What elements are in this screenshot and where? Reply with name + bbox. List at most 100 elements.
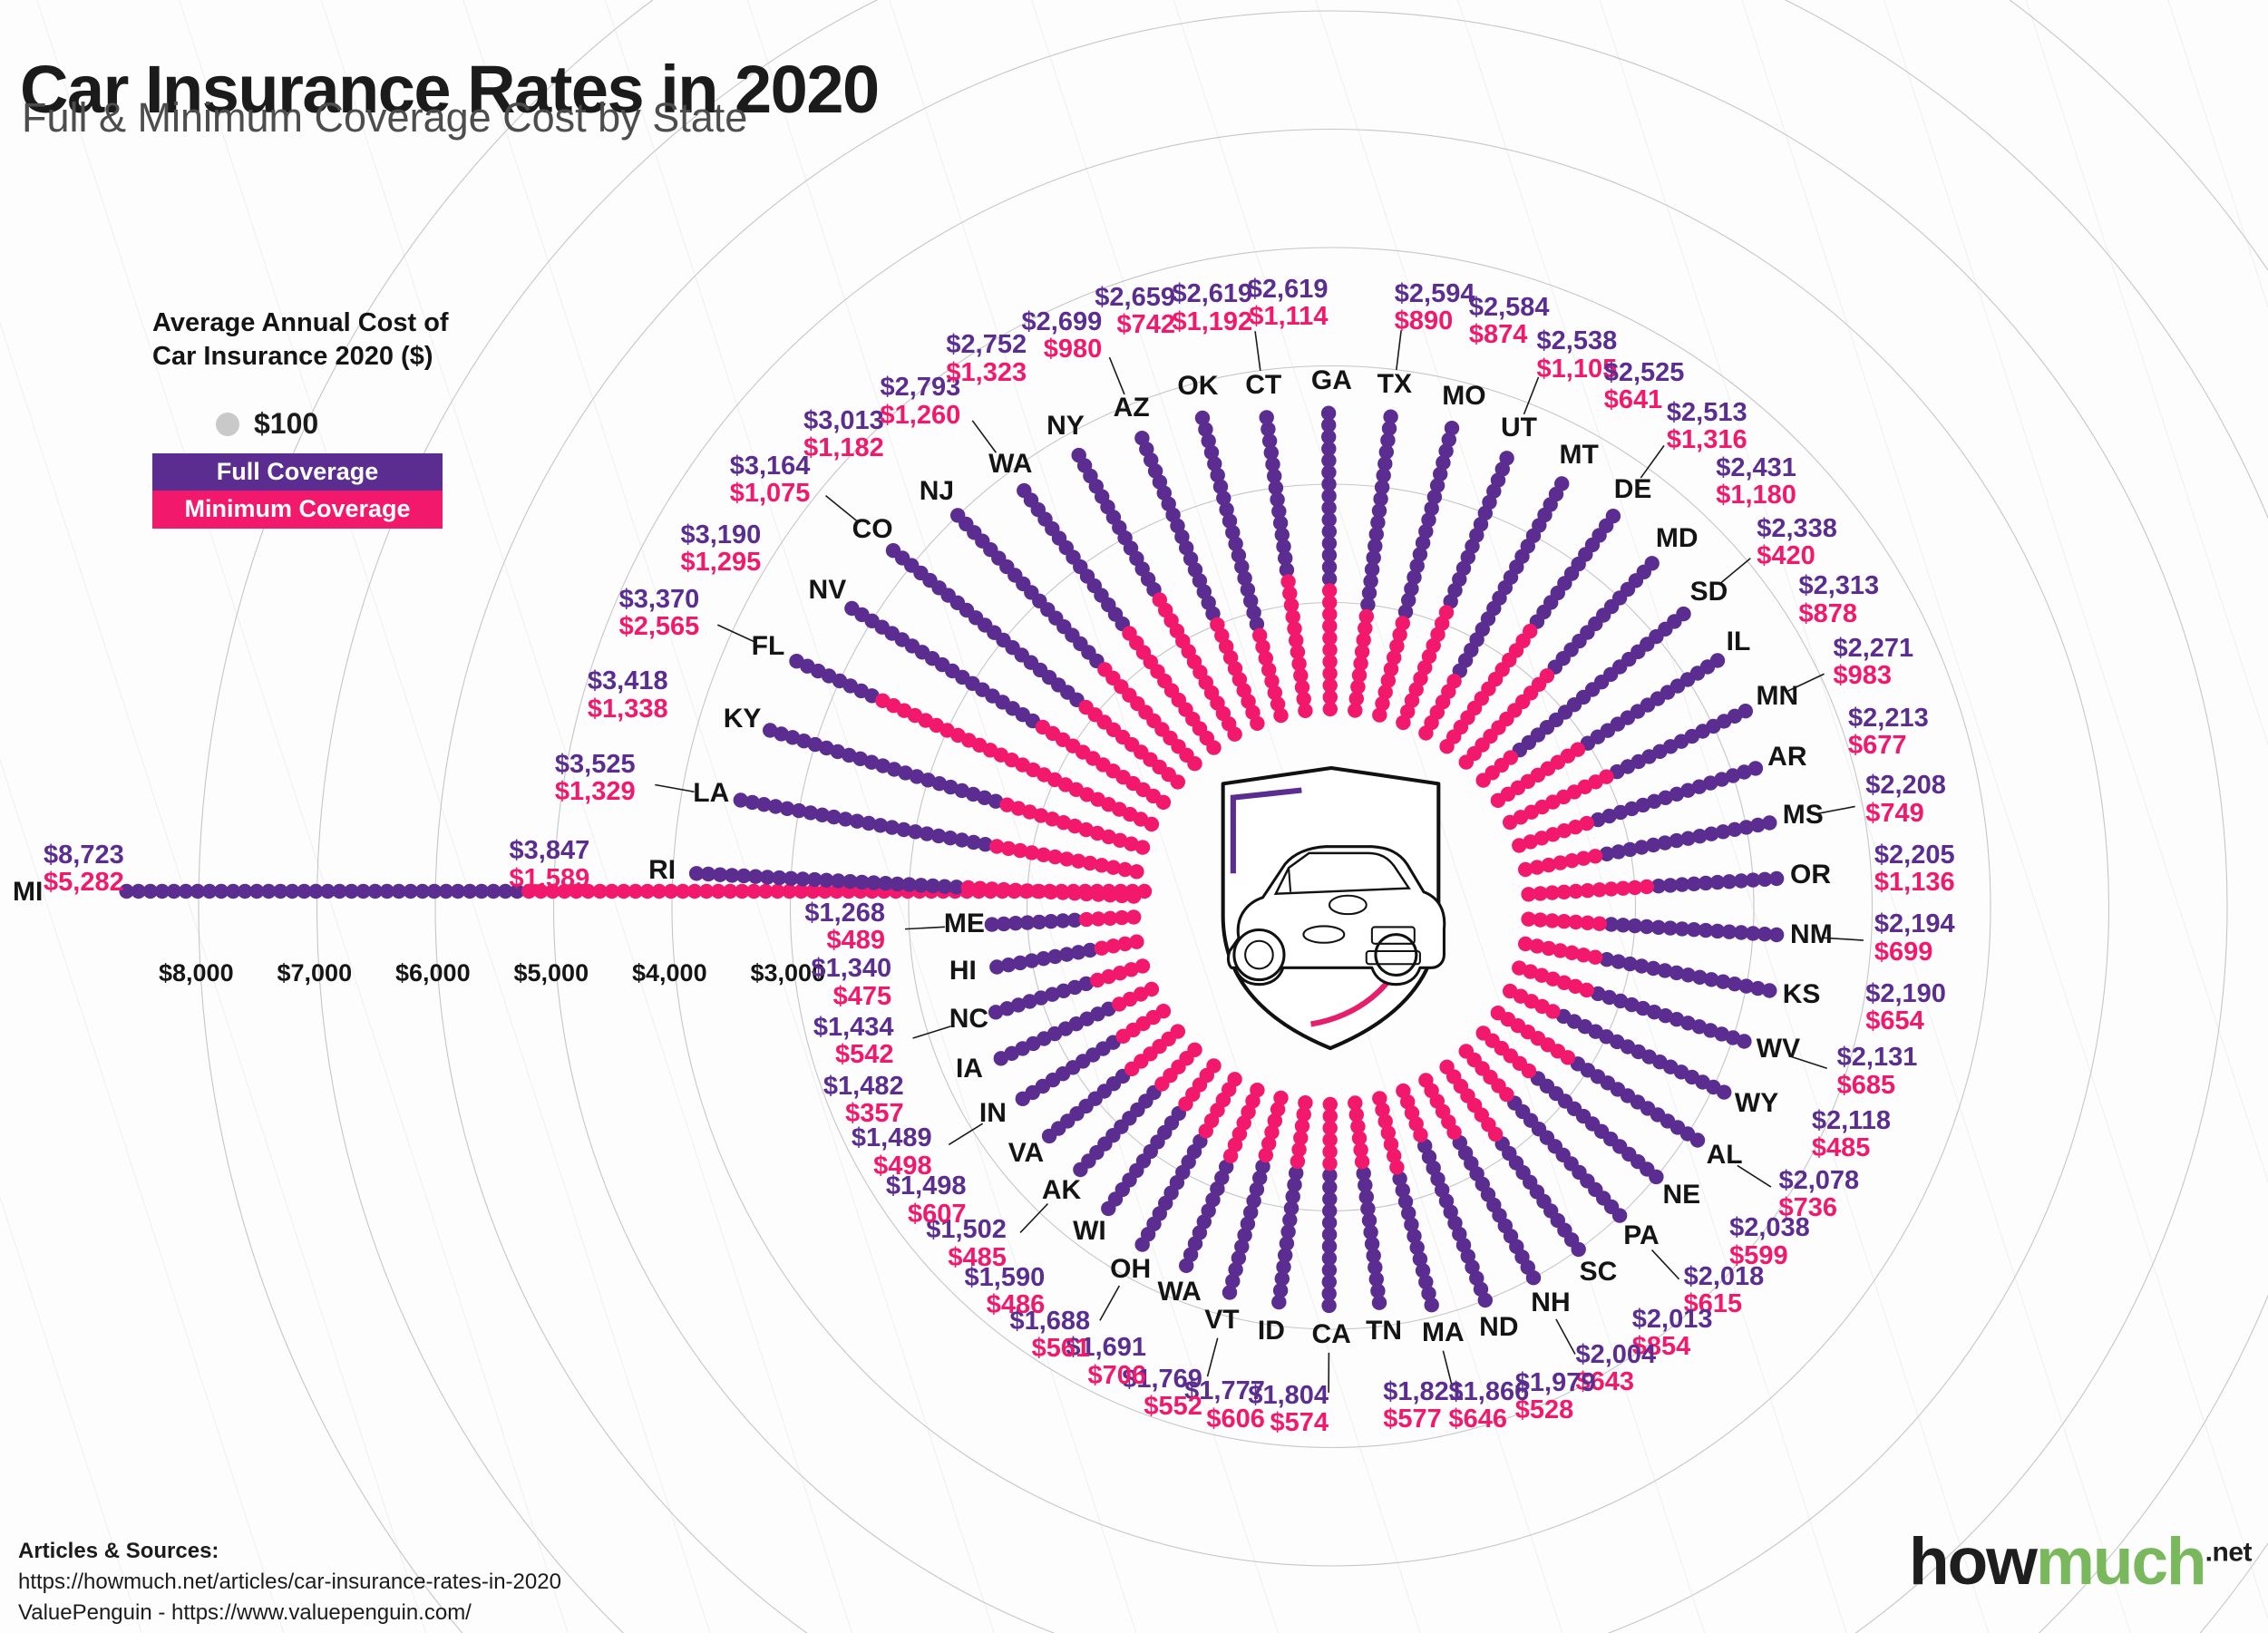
minimum-coverage-value: $485 (948, 1242, 1007, 1272)
value-label: $1,821 $577 (1383, 1376, 1464, 1433)
minimum-coverage-value: $1,295 (680, 548, 762, 578)
howmuch-logo[interactable]: howmuch.net (1909, 1529, 2253, 1595)
minimum-coverage-value: $983 (1833, 661, 1892, 691)
full-coverage-value: $1,688 (1009, 1306, 1091, 1336)
minimum-coverage-value: $643 (1575, 1367, 1634, 1397)
state-label-MI: MI (13, 877, 44, 907)
sources-heading: Articles & Sources: (18, 1539, 219, 1563)
minimum-coverage-value: $606 (1206, 1404, 1265, 1434)
state-label-LA: LA (693, 777, 730, 808)
minimum-coverage-value: $677 (1848, 731, 1907, 761)
minimum-coverage-value: $646 (1448, 1405, 1508, 1434)
state-label-WI: WI (1073, 1216, 1106, 1247)
minimum-coverage-value: $1,260 (880, 400, 961, 430)
minimum-coverage-value: $561 (1031, 1334, 1091, 1364)
value-label: $2,038 $599 (1729, 1214, 1810, 1269)
value-label: $2,271 $983 (1833, 634, 1913, 691)
source-link-2[interactable]: ValuePenguin - https://www.valuepenguin.… (18, 1600, 472, 1626)
state-label-AZ: AZ (1113, 392, 1150, 423)
minimum-coverage-value: $1,136 (1874, 867, 1955, 897)
minimum-coverage-value: $1,180 (1716, 481, 1796, 510)
minimum-coverage-value: $685 (1836, 1070, 1896, 1100)
full-coverage-value: $2,208 (1865, 771, 1946, 801)
state-label-IL: IL (1726, 627, 1751, 657)
value-label: $1,482 $357 (732, 1071, 904, 1127)
state-label-NC: NC (949, 1004, 989, 1035)
state-label-MT: MT (1559, 439, 1599, 470)
value-label: $1,502 $485 (834, 1216, 1007, 1271)
value-label: $2,313 $878 (1798, 572, 1879, 627)
value-label: $3,847 $1,589 (417, 837, 590, 892)
minimum-coverage-value: $2,565 (618, 612, 700, 642)
full-coverage-value: $2,431 (1716, 453, 1796, 483)
minimum-coverage-value: $542 (835, 1040, 894, 1070)
value-label: $2,525 $641 (1604, 358, 1685, 413)
value-label: $2,699 $980 (930, 306, 1103, 363)
state-label-VA: VA (1007, 1138, 1045, 1169)
value-label: $1,498 $607 (794, 1172, 967, 1228)
full-coverage-value: $2,338 (1757, 513, 1837, 543)
minimum-coverage-value: $874 (1468, 320, 1528, 350)
full-coverage-value: $1,821 (1383, 1376, 1464, 1406)
full-coverage-value: $1,804 (1248, 1380, 1329, 1410)
minimum-coverage-value: $1,105 (1536, 354, 1618, 384)
value-label: $3,525 $1,329 (463, 750, 636, 805)
state-label-GA: GA (1310, 365, 1352, 395)
axis-tick-8000: $8,000 (159, 959, 234, 987)
source-link-1[interactable]: https://howmuch.net/articles/car-insuran… (18, 1570, 561, 1595)
value-label: $3,370 $2,565 (527, 584, 700, 642)
full-coverage-value: $1,866 (1448, 1376, 1530, 1406)
state-label-CO: CO (852, 513, 893, 544)
minimum-coverage-value: $486 (986, 1290, 1046, 1320)
state-label-WV: WV (1756, 1034, 1801, 1064)
legend-minimum-coverage: Minimum Coverage (152, 491, 443, 529)
full-coverage-value: $2,699 (1021, 306, 1103, 336)
full-coverage-value: $2,205 (1874, 840, 1955, 870)
value-label: $3,013 $1,182 (712, 407, 884, 462)
minimum-coverage-value: $489 (826, 926, 886, 956)
value-label: $3,418 $1,338 (496, 667, 668, 723)
value-label: $2,584 $874 (1468, 293, 1550, 350)
legend-bars: Full Coverage Minimum Coverage (152, 453, 443, 529)
value-label: $2,018 $615 (1683, 1261, 1765, 1319)
minimum-coverage-value: $574 (1270, 1408, 1329, 1438)
minimum-coverage-value: $1,114 (1249, 302, 1329, 332)
axis-tick-3000: $3,000 (750, 959, 826, 987)
full-coverage-value: $2,018 (1683, 1261, 1765, 1291)
logo-much: much (2035, 1525, 2207, 1599)
full-coverage-value: $1,434 (813, 1012, 894, 1042)
full-coverage-value: $1,482 (823, 1071, 904, 1101)
value-label: $2,594 $890 (1395, 279, 1475, 335)
value-label: $1,979 $528 (1515, 1368, 1596, 1424)
full-coverage-value: $2,190 (1865, 978, 1946, 1008)
minimum-coverage-value: $736 (1778, 1193, 1837, 1223)
value-label: $1,691 $706 (974, 1334, 1146, 1389)
value-label: $2,659 $742 (1003, 283, 1175, 338)
state-label-MN: MN (1756, 680, 1799, 711)
value-label: $1,590 $486 (872, 1262, 1046, 1320)
minimum-coverage-value: $5,282 (44, 868, 124, 898)
full-coverage-value: $1,590 (964, 1262, 1046, 1292)
full-coverage-value: $1,777 (1184, 1376, 1265, 1406)
state-label-CT: CT (1245, 369, 1282, 400)
full-coverage-value: $3,370 (618, 584, 700, 614)
minimum-coverage-value: $615 (1683, 1289, 1743, 1319)
state-label-NE: NE (1662, 1179, 1701, 1210)
value-label: $2,190 $654 (1865, 978, 1946, 1035)
state-label-WY: WY (1734, 1088, 1779, 1119)
full-coverage-value: $2,619 (1172, 279, 1253, 309)
full-coverage-value: $2,118 (1811, 1106, 1891, 1136)
minimum-coverage-value: $749 (1865, 798, 1924, 828)
full-coverage-value: $8,723 (44, 841, 124, 870)
state-label-OK: OK (1177, 371, 1219, 402)
state-label-ID: ID (1257, 1315, 1285, 1346)
state-label-SD: SD (1689, 577, 1728, 608)
value-label: $1,769 $552 (1030, 1364, 1202, 1420)
full-coverage-value: $2,538 (1536, 326, 1618, 356)
value-label: $3,190 $1,295 (589, 520, 762, 578)
legend-title-line2: Car Insurance 2020 ($) (152, 341, 433, 371)
full-coverage-value: $2,793 (880, 373, 961, 403)
full-coverage-value: $1,769 (1122, 1364, 1202, 1394)
state-label-TN: TN (1366, 1316, 1403, 1346)
logo-how: how (1908, 1525, 2038, 1599)
